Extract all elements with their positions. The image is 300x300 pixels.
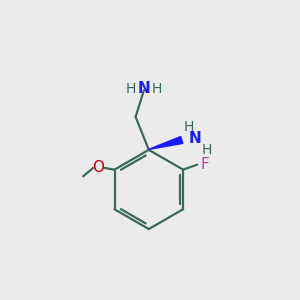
Text: N: N [189,131,201,146]
Polygon shape [149,136,183,149]
Text: F: F [200,157,209,172]
Text: O: O [92,160,104,175]
Text: H: H [125,82,136,96]
Text: H: H [183,120,194,134]
Text: N: N [137,81,150,96]
Text: H: H [201,143,212,157]
Text: H: H [152,82,162,96]
